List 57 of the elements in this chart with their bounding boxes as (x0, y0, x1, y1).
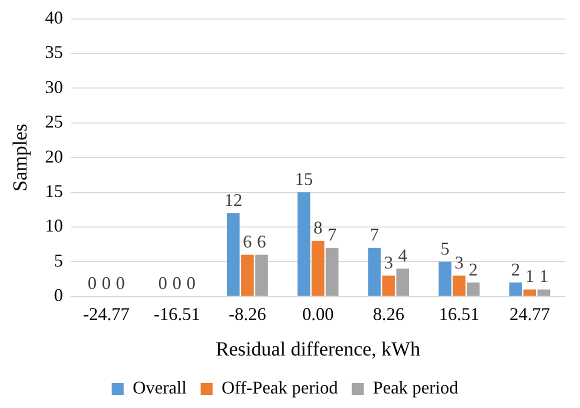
x-tick-label: 0.00 (302, 304, 334, 324)
data-label: 2 (468, 259, 478, 280)
bar (368, 248, 381, 296)
data-label: 7 (328, 224, 337, 245)
data-label: 3 (454, 252, 464, 272)
bar (438, 262, 452, 296)
bar (312, 240, 324, 296)
data-label: 6 (257, 231, 266, 252)
x-tick-label: -8.26 (228, 304, 266, 324)
data-label: 8 (314, 218, 322, 238)
x-tick-label: -24.77 (83, 304, 130, 324)
data-label: 15 (294, 169, 313, 190)
data-label: 0 (186, 273, 196, 294)
bar (396, 268, 410, 296)
data-label: 5 (440, 238, 450, 258)
y-tick-label: 25 (45, 112, 63, 132)
data-label: 4 (398, 245, 408, 266)
bar (452, 276, 466, 296)
legend-label: Peak period (372, 378, 458, 398)
x-tick-label: 24.77 (509, 304, 550, 324)
y-tick-label: 35 (45, 42, 63, 62)
data-label: 0 (116, 273, 125, 294)
data-label: 12 (224, 190, 242, 210)
x-axis-title: Residual difference, kWh (216, 338, 420, 360)
x-tick-label: 8.26 (372, 304, 404, 324)
y-tick-label: 0 (54, 285, 63, 306)
bar (382, 276, 395, 296)
data-label: 0 (158, 273, 168, 294)
data-label: 7 (370, 224, 379, 245)
bar (226, 213, 240, 296)
y-tick-label: 30 (45, 76, 63, 97)
bar (466, 282, 480, 296)
data-label: 3 (384, 252, 394, 272)
bar (326, 248, 338, 296)
data-label: 1 (539, 266, 548, 286)
y-tick-label: 5 (54, 250, 63, 270)
legend-label: Off-Peak period (222, 378, 338, 398)
bar (523, 289, 536, 296)
legend-label: Overall (132, 378, 187, 398)
data-label: 0 (172, 273, 182, 294)
bar (241, 254, 254, 296)
bar (537, 289, 550, 296)
y-axis-title: Samples (9, 124, 32, 192)
y-tick-label: 15 (45, 181, 63, 202)
y-tick-label: 20 (45, 146, 63, 166)
data-label: 0 (102, 273, 111, 294)
bar (298, 192, 310, 296)
data-label: 2 (511, 259, 520, 280)
data-label: 0 (88, 273, 97, 294)
data-label: 6 (242, 231, 252, 252)
bar (255, 254, 268, 296)
bar (509, 282, 522, 296)
y-tick-label: 40 (45, 8, 63, 28)
data-label: 1 (525, 266, 534, 286)
y-tick-label: 10 (45, 216, 63, 236)
x-tick-label: -16.51 (154, 304, 200, 324)
x-tick-label: 16.51 (438, 304, 480, 324)
